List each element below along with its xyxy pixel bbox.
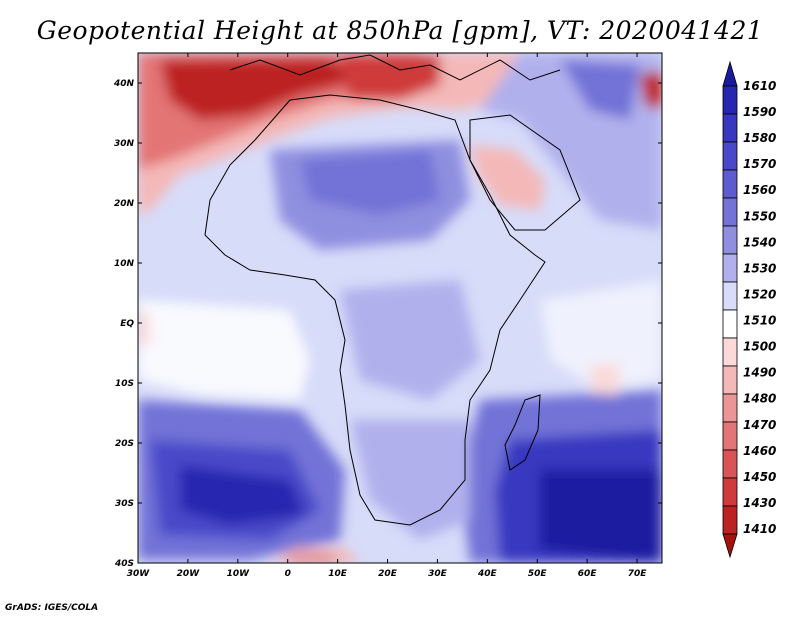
y-tick-label: 10S [115,379,134,389]
legend-label: 1410 [743,522,776,536]
madagascar-outline [504,394,541,471]
legend-swatch [722,505,738,535]
legend-label: 1560 [743,183,776,197]
y-tick-label: 40S [114,559,134,569]
legend-swatch [722,281,738,311]
y-tick-label: EQ [120,319,134,329]
y-tick-label: 40N [113,79,135,89]
legend-label: 1570 [743,157,776,171]
color-legend: 1610 1590 1580 1570 1560 1550 1540 1530 1520 1510… [722,60,776,559]
high-anomaly-north-peak [160,58,360,120]
x-tick-label: 70E [628,569,648,579]
x-tick-label: 10W [227,569,251,579]
legend-swatch [722,337,738,367]
africa-coastline [204,94,546,526]
legend-swatch [722,393,738,423]
legend-swatch [722,169,738,199]
legend-label: 1530 [743,261,776,275]
high-anomaly-med [340,55,440,100]
y-tick-label: 20S [115,439,134,449]
geopotential-field [138,53,662,563]
legend-label: 1430 [743,496,776,510]
x-tick-label: 20E [378,569,398,579]
europe-outline [229,54,561,81]
legend-label: 1470 [743,418,776,432]
legend-swatch [722,449,738,479]
y-tick-label: 30N [114,139,135,149]
legend-swatch [722,197,738,227]
high-anomaly-arabia [470,145,545,210]
legend-swatch [722,60,738,87]
legend-label: 1580 [743,131,776,145]
x-tick-label: 50E [528,569,548,579]
y-tick-label: 30S [115,499,134,509]
legend-swatch [722,365,738,395]
neutral-band [138,300,310,400]
legend-label: 1540 [743,235,776,249]
legend-swatch [722,225,738,255]
legend-swatch [722,421,738,451]
legend-label: 1490 [743,366,776,380]
coastlines [204,54,581,526]
x-tick-label: 20W [177,569,201,579]
y-axis: 40N 30N 20N 10N EQ 10S 20S 30S 40S [113,79,662,569]
legend-swatch [722,85,738,115]
legend-label: 1480 [743,392,776,406]
legend-label: 1520 [743,287,776,301]
x-tick-label: 40E [477,569,498,579]
y-tick-label: 20N [114,199,135,209]
legend-label: 1500 [743,340,776,354]
grads-credit: GrADS: IGES/COLA [5,603,99,613]
x-tick-label: 0 [285,569,291,579]
legend-label: 1590 [743,105,776,119]
x-tick-label: 30E [428,569,448,579]
legend-label: 1460 [743,444,776,458]
legend-swatch [722,141,738,171]
legend-label: 1510 [743,314,776,328]
legend-label: 1550 [743,209,776,223]
map-frame [137,52,663,564]
arabia-outline [469,114,581,231]
legend-swatch [722,113,738,143]
x-tick-label: 60E [578,569,598,579]
legend-swatch [722,309,738,339]
legend-swatch [722,253,738,283]
legend-label: 1450 [743,470,776,484]
x-tick-label: 30W [127,569,151,579]
y-tick-label: 10N [114,259,135,269]
legend-label: 1610 [743,79,776,93]
legend-swatch [722,533,738,559]
x-tick-label: 10E [328,569,348,579]
x-axis: 30W 20W 10W 0 10E 20E 30E 40E 50E 60E 70E [127,53,647,579]
chart-title: Geopotential Height at 850hPa [gpm], VT:… [36,16,764,45]
legend-swatch [722,477,738,507]
